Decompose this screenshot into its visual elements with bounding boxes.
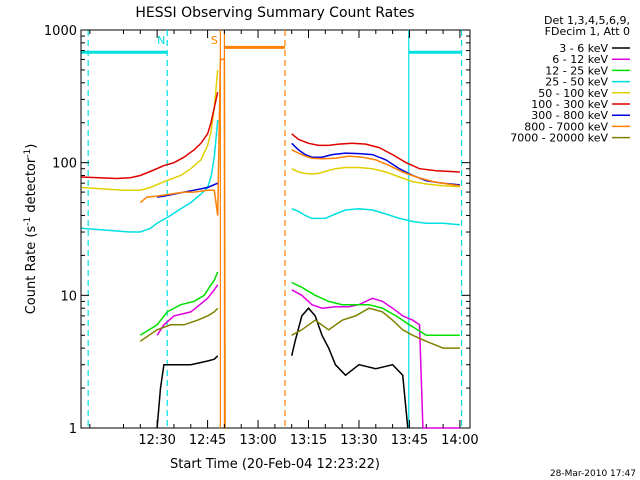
series-line-1-1 <box>156 284 219 336</box>
y-axis-label-prefix: Count Rate (s <box>24 226 39 315</box>
x-tick-label-0: 12:30 <box>138 433 175 448</box>
x-tick-label-1: 12:45 <box>189 433 226 448</box>
y-axis-label: Count Rate (s-1 detector-1) <box>23 144 39 315</box>
y-tick-label-2: 100 <box>52 157 77 172</box>
flag-bars <box>81 45 462 54</box>
marker-label-1: S <box>211 34 218 47</box>
legend-label-4: 50 - 100 keV <box>538 87 608 100</box>
x-tick-label-3: 13:15 <box>290 433 327 448</box>
legend-label-0: 3 - 6 keV <box>559 42 608 55</box>
legend-label-2: 12 - 25 keV <box>545 64 608 77</box>
plot-frame <box>80 29 471 429</box>
series-line-3-1 <box>291 207 460 226</box>
x-tick-label-2: 13:00 <box>239 433 276 448</box>
y-axis-label-sup2: -1 <box>23 149 33 158</box>
legend-header-0: Det 1,3,4,5,6,9, <box>544 14 630 27</box>
series-line-5-1 <box>291 133 460 173</box>
y-axis-label-sup1: -1 <box>23 217 33 226</box>
series-line-0-2 <box>290 307 409 429</box>
series-line-2-2 <box>291 281 460 337</box>
x-tick-label-5: 13:45 <box>391 433 428 448</box>
series-line-5-0 <box>81 92 219 180</box>
y-axis-label-suffix: ) <box>24 144 39 149</box>
series-line-0-1 <box>156 355 219 429</box>
series-line-7-1 <box>139 58 226 429</box>
series-line-4-1 <box>291 166 460 188</box>
y-tick-label-1: 10 <box>60 289 77 304</box>
chart-title: HESSI Observing Summary Count Rates <box>135 5 414 21</box>
x-tick-label-4: 13:30 <box>340 433 377 448</box>
marker-label-0: N <box>157 34 165 47</box>
series-line-4-0 <box>81 69 219 191</box>
series-group <box>81 58 460 429</box>
legend-label-1: 6 - 12 keV <box>552 53 608 66</box>
series-line-8-1 <box>139 307 219 342</box>
marker-lines <box>87 30 463 428</box>
legend: Det 1,3,4,5,6,9,FDecim 1, Att 0 3 - 6 keV… <box>510 14 630 145</box>
series-line-7-2 <box>291 149 460 187</box>
series-line-2-1 <box>139 271 219 336</box>
legend-label-8: 7000 - 20000 keV <box>510 132 608 145</box>
series-line-3-0 <box>81 119 219 233</box>
series-line-8-2 <box>291 307 460 349</box>
plot-timestamp: 28-Mar-2010 17:47 <box>550 469 636 479</box>
legend-label-6: 300 - 800 keV <box>531 109 608 122</box>
legend-label-7: 800 - 7000 keV <box>524 120 608 133</box>
legend-label-3: 25 - 50 keV <box>545 76 608 89</box>
legend-header-1: FDecim 1, Att 0 <box>545 25 630 38</box>
legend-label-5: 100 - 300 keV <box>531 98 608 111</box>
y-tick-label-0: 1 <box>69 422 77 437</box>
series-line-1-2 <box>291 289 460 429</box>
series-line-6-2 <box>291 142 460 186</box>
y-axis-label-mid: detector <box>24 157 39 217</box>
x-axis-label: Start Time (20-Feb-04 12:23:22) <box>170 457 380 472</box>
x-tick-label-6: 14:00 <box>441 433 478 448</box>
axis-ticks: 12:30 12:45 13:00 13:15 13:30 13:45 14:00 1 10 10… <box>44 24 479 448</box>
y-tick-label-3: 1000 <box>44 24 77 39</box>
